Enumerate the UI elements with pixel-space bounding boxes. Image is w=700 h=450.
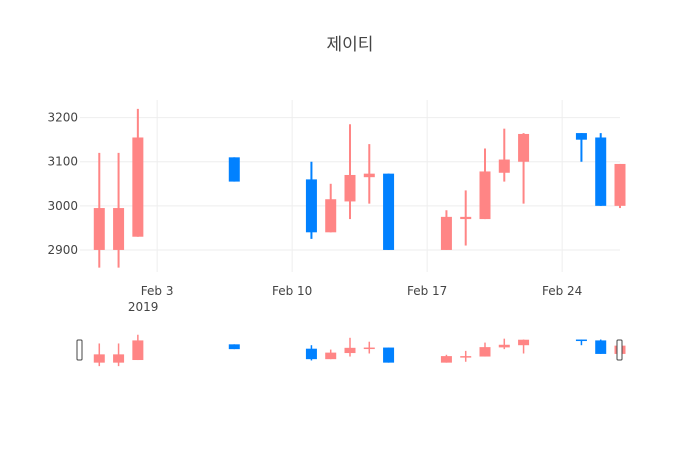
y-tick-label: 3000 <box>47 199 78 213</box>
slider-candle-body <box>344 347 356 354</box>
candle[interactable] <box>113 152 125 268</box>
candle[interactable] <box>479 148 491 220</box>
candle-body <box>113 208 125 250</box>
x-tick-year-label: 2019 <box>128 300 159 314</box>
candle[interactable] <box>575 133 587 162</box>
candle[interactable] <box>93 152 105 268</box>
y-axis: 2900 3000 3100 3200 <box>47 111 78 257</box>
candle[interactable] <box>325 183 337 233</box>
candle-body <box>440 216 452 250</box>
slider-candle-body <box>575 339 587 342</box>
candle-body <box>383 173 395 250</box>
candle[interactable] <box>305 161 317 239</box>
candle-body <box>614 163 626 206</box>
slider-candle <box>518 339 530 354</box>
slider-candle <box>575 339 587 346</box>
slider-candle-body <box>363 347 375 350</box>
candle[interactable] <box>132 108 144 237</box>
slider-candle-body <box>113 354 125 363</box>
y-tick-label: 3100 <box>47 155 78 169</box>
candle-body <box>575 133 587 140</box>
candle-body <box>305 179 317 233</box>
x-tick-label: Feb 3 <box>141 284 174 298</box>
candle-body <box>595 137 607 206</box>
candle[interactable] <box>518 133 530 204</box>
candle[interactable] <box>595 133 607 206</box>
slider-candle-body <box>325 352 337 360</box>
slider-candle-body <box>93 354 105 363</box>
slider-candle <box>344 337 356 357</box>
slider-candle-body <box>228 344 240 350</box>
slider-candle <box>440 354 452 363</box>
candle-body <box>93 208 105 250</box>
candle-layer <box>93 108 626 268</box>
x-tick-label: Feb 10 <box>272 284 312 298</box>
slider-candle-body <box>460 356 472 358</box>
slider-candle <box>305 345 317 361</box>
slider-candle-body <box>498 344 510 348</box>
candle[interactable] <box>383 173 395 250</box>
candle-body <box>363 173 375 178</box>
range-slider-left-handle[interactable] <box>76 339 83 361</box>
x-axis: Feb 3 2019 Feb 10 Feb 17 Feb 24 <box>128 284 582 314</box>
range-slider-right-handle[interactable] <box>616 339 623 361</box>
candle[interactable] <box>460 190 472 246</box>
candle[interactable] <box>363 144 375 204</box>
x-tick-label: Feb 24 <box>542 284 582 298</box>
slider-candle-body <box>440 356 452 363</box>
candle-body <box>518 133 530 162</box>
slider-candle <box>460 350 472 362</box>
y-tick-label: 3200 <box>47 111 78 125</box>
slider-candle <box>383 347 395 363</box>
candle[interactable] <box>614 163 626 209</box>
slider-candle <box>325 349 337 360</box>
y-tick-label: 2900 <box>47 243 78 257</box>
chart-title: 제이티 <box>327 35 374 55</box>
slider-candle-body <box>383 347 395 363</box>
slider-candle-body <box>595 340 607 354</box>
slider-candle <box>132 334 144 361</box>
slider-candle-body <box>305 348 317 360</box>
candle-body <box>132 137 144 237</box>
slider-candle <box>595 339 607 354</box>
slider-candle <box>363 341 375 354</box>
candle-body <box>460 216 472 220</box>
slider-candle <box>479 342 491 357</box>
candle-body <box>498 159 510 173</box>
range-slider[interactable] <box>76 333 626 367</box>
slider-candle <box>498 338 510 350</box>
candle-body <box>325 199 337 233</box>
candle-body <box>344 174 356 202</box>
candle[interactable] <box>498 128 510 182</box>
candle[interactable] <box>228 157 240 182</box>
slider-candle-body <box>479 347 491 357</box>
slider-candle-body <box>132 340 144 361</box>
candle[interactable] <box>344 124 356 220</box>
slider-candle <box>93 343 105 367</box>
slider-candle-body <box>518 339 530 346</box>
range-slider-candles <box>93 334 626 367</box>
candle-body <box>228 157 240 182</box>
slider-candle <box>228 344 240 350</box>
candle-body <box>479 171 491 220</box>
slider-candle <box>113 343 125 367</box>
x-tick-label: Feb 17 <box>407 284 447 298</box>
candle[interactable] <box>440 210 452 250</box>
